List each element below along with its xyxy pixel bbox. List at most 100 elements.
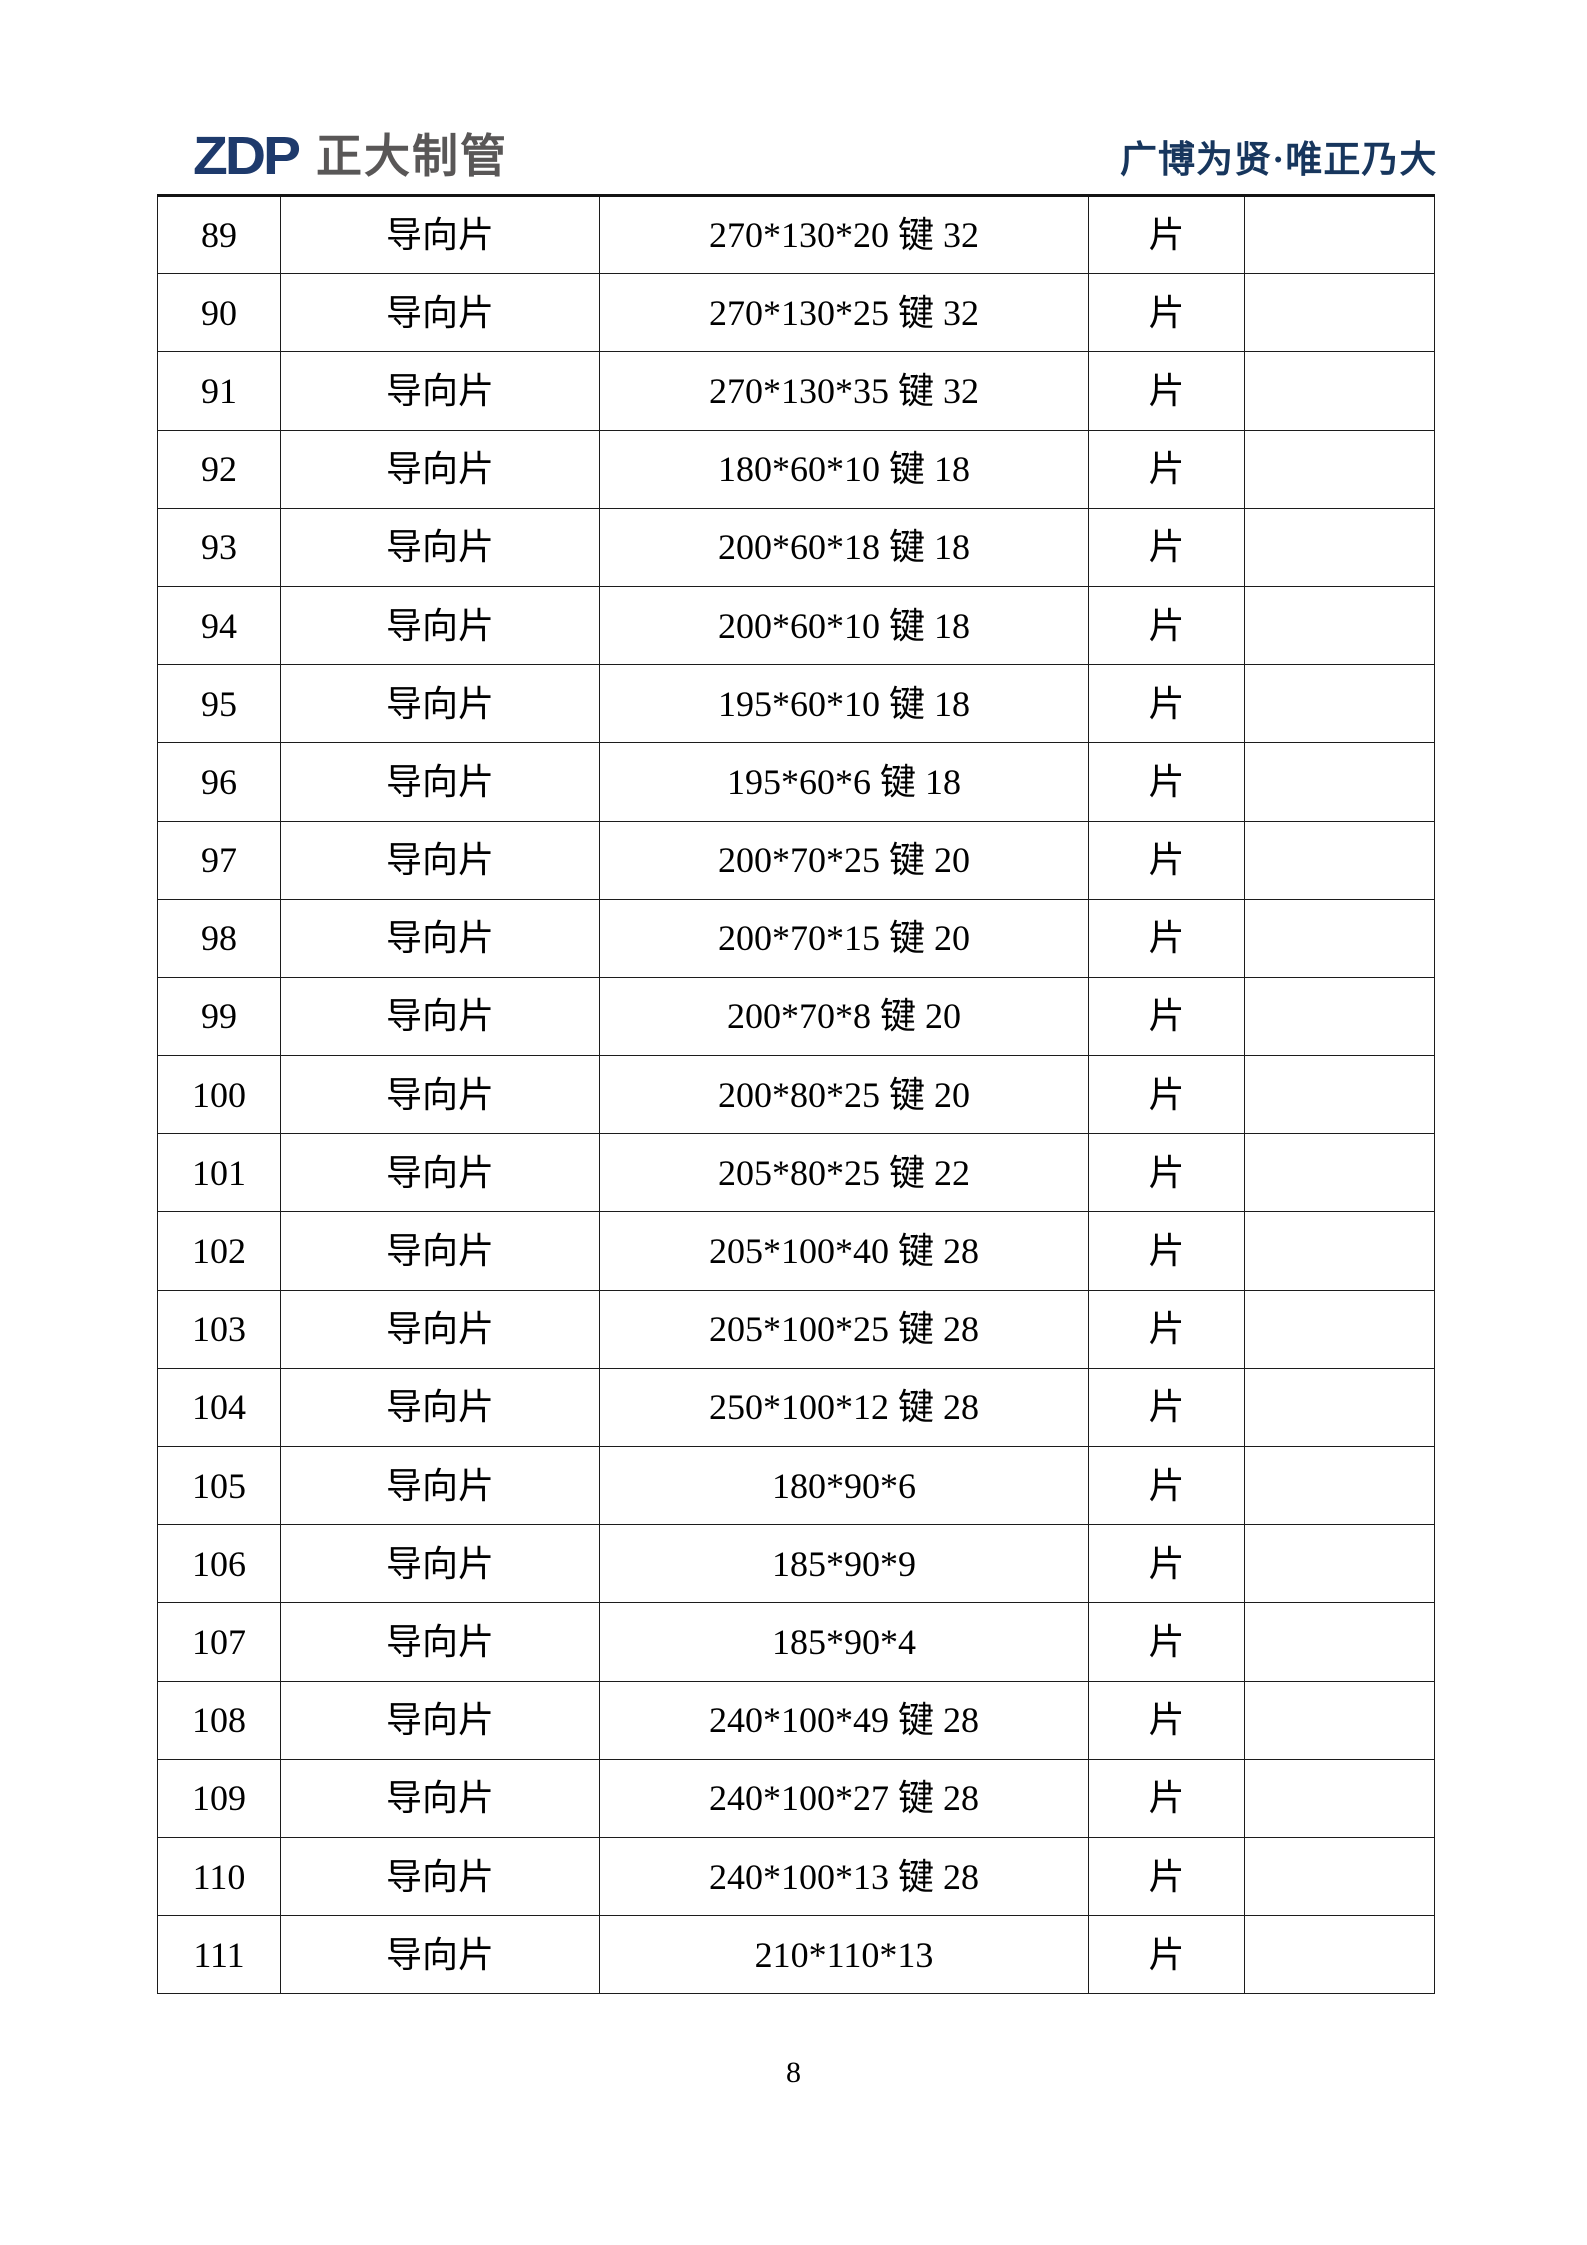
part-unit-cell: 片 bbox=[1088, 1680, 1245, 1760]
part-spec-cell: 240*100*13 键 28 bbox=[599, 1836, 1089, 1917]
part-unit-cell: 片 bbox=[1088, 1055, 1245, 1135]
part-unit-cell: 片 bbox=[1088, 1836, 1245, 1917]
part-note-cell bbox=[1244, 1133, 1435, 1213]
part-name-cell: 导向片 bbox=[280, 976, 600, 1057]
row-number-cell: 108 bbox=[157, 1680, 281, 1760]
part-unit-cell: 片 bbox=[1088, 429, 1245, 509]
row-number-cell: 109 bbox=[157, 1758, 281, 1838]
row-number-cell: 110 bbox=[157, 1836, 281, 1917]
part-note-cell bbox=[1244, 194, 1435, 275]
part-name-cell: 导向片 bbox=[280, 1445, 600, 1526]
part-note-cell bbox=[1244, 1211, 1435, 1291]
table-row: 89 导向片 270*130*20 键 32 片 bbox=[157, 194, 1435, 275]
part-name-cell: 导向片 bbox=[280, 273, 600, 353]
part-note-cell bbox=[1244, 742, 1435, 822]
part-name-cell: 导向片 bbox=[280, 664, 600, 744]
row-number-cell: 104 bbox=[157, 1367, 281, 1448]
part-unit-cell: 片 bbox=[1088, 898, 1245, 978]
row-number-cell: 99 bbox=[157, 976, 281, 1057]
table-row: 92 导向片 180*60*10 键 18 片 bbox=[157, 429, 1435, 509]
part-unit-cell: 片 bbox=[1088, 1289, 1245, 1369]
table-row: 90 导向片 270*130*25 键 32 片 bbox=[157, 273, 1435, 353]
part-spec-cell: 200*60*18 键 18 bbox=[599, 507, 1089, 587]
part-name-cell: 导向片 bbox=[280, 1602, 600, 1682]
table-row: 99 导向片 200*70*8 键 20 片 bbox=[157, 976, 1435, 1057]
part-note-cell bbox=[1244, 1680, 1435, 1760]
part-name-cell: 导向片 bbox=[280, 429, 600, 509]
row-number-cell: 98 bbox=[157, 898, 281, 978]
part-name-cell: 导向片 bbox=[280, 1289, 600, 1369]
table-row: 102 导向片 205*100*40 键 28 片 bbox=[157, 1211, 1435, 1291]
parts-table: 89 导向片 270*130*20 键 32 片 90 导向片 270*130*… bbox=[157, 194, 1435, 1995]
part-name-cell: 导向片 bbox=[280, 820, 600, 900]
part-note-cell bbox=[1244, 273, 1435, 353]
part-note-cell bbox=[1244, 898, 1435, 978]
row-number-cell: 105 bbox=[157, 1445, 281, 1526]
part-name-cell: 导向片 bbox=[280, 742, 600, 822]
part-spec-cell: 185*90*4 bbox=[599, 1602, 1089, 1682]
part-spec-cell: 200*80*25 键 20 bbox=[599, 1055, 1089, 1135]
part-note-cell bbox=[1244, 1836, 1435, 1917]
part-name-cell: 导向片 bbox=[280, 1915, 600, 1995]
part-spec-cell: 240*100*49 键 28 bbox=[599, 1680, 1089, 1760]
zdp-logo-icon: ZDP bbox=[193, 125, 301, 186]
part-spec-cell: 180*90*6 bbox=[599, 1445, 1089, 1526]
part-unit-cell: 片 bbox=[1088, 1445, 1245, 1526]
table-row: 108 导向片 240*100*49 键 28 片 bbox=[157, 1680, 1435, 1760]
part-name-cell: 导向片 bbox=[280, 351, 600, 431]
part-unit-cell: 片 bbox=[1088, 664, 1245, 744]
part-name-cell: 导向片 bbox=[280, 898, 600, 978]
part-note-cell bbox=[1244, 1289, 1435, 1369]
table-row: 110 导向片 240*100*13 键 28 片 bbox=[157, 1836, 1435, 1917]
part-name-cell: 导向片 bbox=[280, 1133, 600, 1213]
part-spec-cell: 205*100*25 键 28 bbox=[599, 1289, 1089, 1369]
table-row: 91 导向片 270*130*35 键 32 片 bbox=[157, 351, 1435, 431]
part-note-cell bbox=[1244, 585, 1435, 666]
table-row: 101 导向片 205*80*25 键 22 片 bbox=[157, 1133, 1435, 1213]
table-row: 105 导向片 180*90*6 片 bbox=[157, 1445, 1435, 1526]
part-note-cell bbox=[1244, 429, 1435, 509]
part-note-cell bbox=[1244, 1445, 1435, 1526]
table-row: 96 导向片 195*60*6 键 18 片 bbox=[157, 742, 1435, 822]
part-spec-cell: 205*80*25 键 22 bbox=[599, 1133, 1089, 1213]
row-number-cell: 103 bbox=[157, 1289, 281, 1369]
row-number-cell: 94 bbox=[157, 585, 281, 666]
part-spec-cell: 195*60*6 键 18 bbox=[599, 742, 1089, 822]
row-number-cell: 101 bbox=[157, 1133, 281, 1213]
part-unit-cell: 片 bbox=[1088, 1524, 1245, 1604]
part-note-cell bbox=[1244, 976, 1435, 1057]
company-slogan: 广博为贤·唯正乃大 bbox=[1120, 140, 1438, 181]
part-name-cell: 导向片 bbox=[280, 1836, 600, 1917]
part-name-cell: 导向片 bbox=[280, 1524, 600, 1604]
part-spec-cell: 195*60*10 键 18 bbox=[599, 664, 1089, 744]
row-number-cell: 102 bbox=[157, 1211, 281, 1291]
table-row: 111 导向片 210*110*13 片 bbox=[157, 1915, 1435, 1995]
table-row: 100 导向片 200*80*25 键 20 片 bbox=[157, 1055, 1435, 1135]
part-spec-cell: 270*130*35 键 32 bbox=[599, 351, 1089, 431]
part-note-cell bbox=[1244, 1055, 1435, 1135]
part-unit-cell: 片 bbox=[1088, 1602, 1245, 1682]
part-name-cell: 导向片 bbox=[280, 1055, 600, 1135]
table-row: 104 导向片 250*100*12 键 28 片 bbox=[157, 1367, 1435, 1448]
table-row: 94 导向片 200*60*10 键 18 片 bbox=[157, 585, 1435, 666]
part-spec-cell: 200*60*10 键 18 bbox=[599, 585, 1089, 666]
part-unit-cell: 片 bbox=[1088, 351, 1245, 431]
row-number-cell: 97 bbox=[157, 820, 281, 900]
part-note-cell bbox=[1244, 664, 1435, 744]
part-unit-cell: 片 bbox=[1088, 1133, 1245, 1213]
part-unit-cell: 片 bbox=[1088, 742, 1245, 822]
part-spec-cell: 185*90*9 bbox=[599, 1524, 1089, 1604]
row-number-cell: 91 bbox=[157, 351, 281, 431]
part-spec-cell: 210*110*13 bbox=[599, 1915, 1089, 1995]
company-name: 正大制管 bbox=[316, 130, 508, 182]
part-note-cell bbox=[1244, 507, 1435, 587]
part-note-cell bbox=[1244, 1367, 1435, 1448]
part-spec-cell: 200*70*8 键 20 bbox=[599, 976, 1089, 1057]
part-note-cell bbox=[1244, 820, 1435, 900]
row-number-cell: 111 bbox=[157, 1915, 281, 1995]
part-name-cell: 导向片 bbox=[280, 1367, 600, 1448]
part-unit-cell: 片 bbox=[1088, 1367, 1245, 1448]
part-name-cell: 导向片 bbox=[280, 507, 600, 587]
part-spec-cell: 205*100*40 键 28 bbox=[599, 1211, 1089, 1291]
part-name-cell: 导向片 bbox=[280, 1680, 600, 1760]
